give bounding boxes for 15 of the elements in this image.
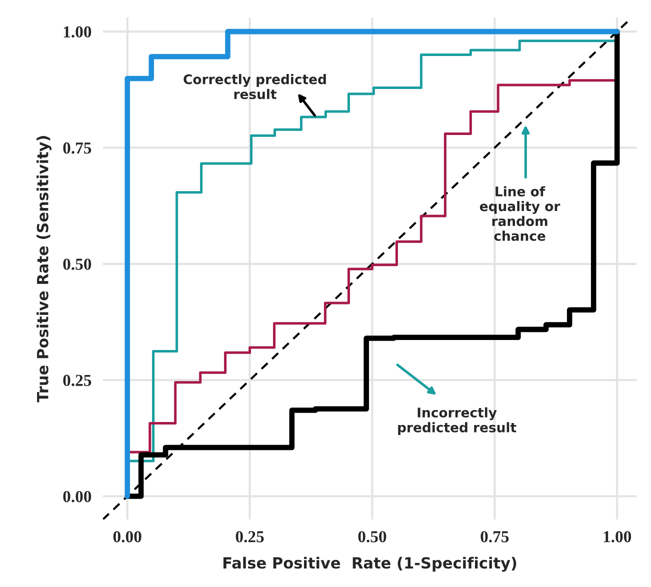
y-tick-label: 0.25	[63, 374, 92, 386]
y-axis-title: True Positive Rate (Sensitivity)	[36, 136, 52, 402]
y-tick-label: 0.00	[63, 490, 92, 502]
x-tick-label: 0.50	[358, 531, 386, 542]
y-tick-label: 1.00	[64, 26, 92, 38]
y-tick-label: 0.50	[63, 258, 92, 270]
annotation: Line of equality or random chance	[480, 186, 560, 241]
x-tick-label: 1.00	[604, 531, 632, 542]
x-tick-label: 0.75	[480, 531, 509, 542]
annotation: Correctly predicted result	[184, 74, 326, 100]
x-axis-title: False Positive Rate (1-Specificity)	[223, 556, 516, 572]
x-tick-label: 0.25	[236, 531, 264, 542]
annotation: Incorrectly predicted result	[398, 407, 516, 435]
y-tick-label: 0.75	[63, 142, 92, 154]
x-tick-label: 0.00	[113, 531, 142, 542]
